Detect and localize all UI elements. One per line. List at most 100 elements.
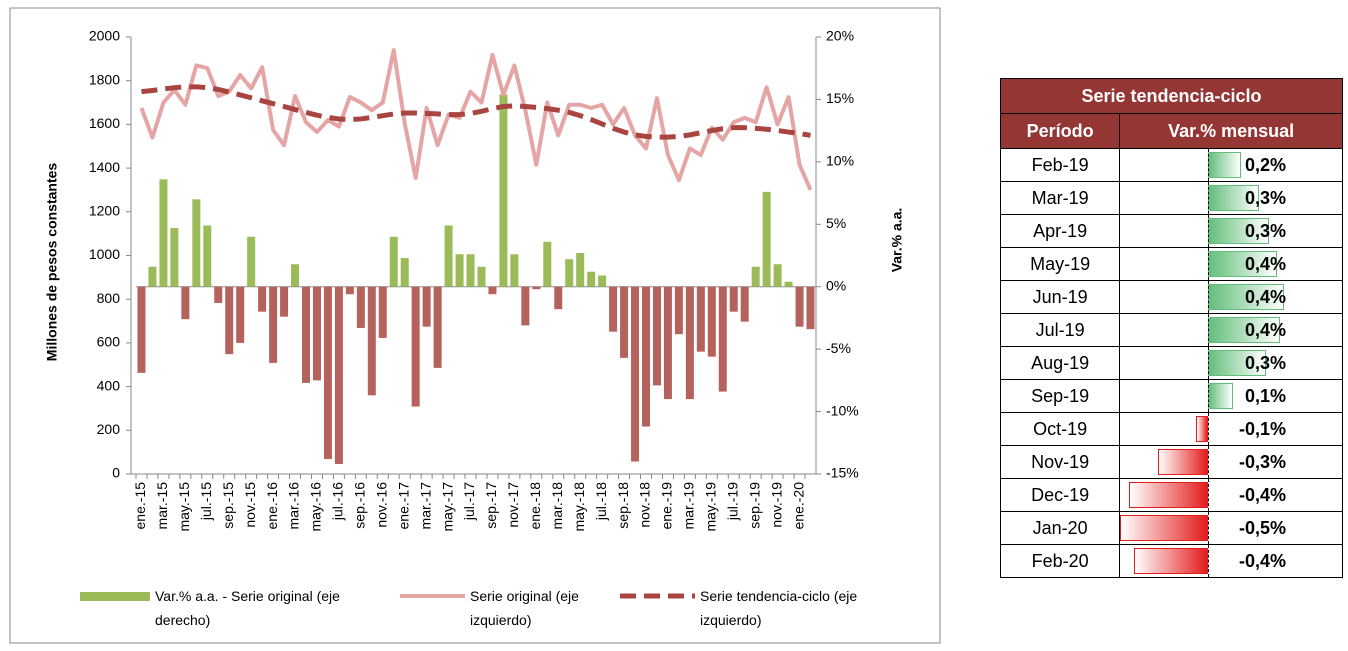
zero-axis <box>1208 281 1210 313</box>
bar <box>598 275 607 287</box>
bar <box>422 286 431 327</box>
bar <box>455 254 464 287</box>
bar <box>367 286 376 396</box>
value-label: 0,2% <box>1244 154 1286 175</box>
x-tick-label: may.-17 <box>439 482 455 532</box>
zero-axis <box>1208 413 1210 445</box>
y2-tick-label: 10% <box>826 153 854 169</box>
value-label: -0,1% <box>1238 418 1286 439</box>
bar <box>652 286 661 386</box>
data-bar <box>1129 482 1209 508</box>
bar <box>510 254 519 287</box>
x-tick-label: ene.-20 <box>790 482 806 530</box>
bar <box>565 259 574 287</box>
bar <box>685 286 694 400</box>
y-tick-label: 800 <box>97 290 121 306</box>
value-cell: 0,3% <box>1119 214 1343 248</box>
zero-axis <box>1208 149 1210 181</box>
chart-frame <box>9 7 941 644</box>
period: Jul-19 <box>999 313 1121 347</box>
bar <box>170 228 179 287</box>
value-label: -0,5% <box>1238 517 1286 538</box>
table-row: Jan-20 -0,5% <box>999 511 1343 545</box>
bar <box>291 264 300 287</box>
x-tick-label: nov.-15 <box>242 482 258 528</box>
value-cell: 0,3% <box>1119 346 1343 380</box>
bar <box>444 225 453 287</box>
y2-tick-label: 0% <box>826 277 846 293</box>
x-tick-label: jul.-15 <box>198 482 214 521</box>
bar <box>225 286 234 355</box>
value-cell: 0,4% <box>1119 313 1343 347</box>
bar <box>258 286 267 312</box>
value-cell: 0,4% <box>1119 280 1343 314</box>
y-tick-label: 600 <box>97 334 121 350</box>
period: Sep-19 <box>999 379 1121 413</box>
value-label: 0,4% <box>1244 286 1286 307</box>
table-row: May-19 0,4% <box>999 247 1343 281</box>
value-cell: 0,1% <box>1119 379 1343 413</box>
bar <box>642 286 650 427</box>
table-row: Feb-19 0,2% <box>999 148 1343 182</box>
trend-table: Serie tendencia-ciclo Período Var.% mensu… <box>999 78 1343 578</box>
value-cell: 0,2% <box>1119 148 1343 182</box>
value-label: 0,3% <box>1244 352 1286 373</box>
data-bar <box>1208 251 1277 277</box>
table-row: Dec-19 -0,4% <box>999 478 1343 512</box>
x-tick-label: ene.-18 <box>527 482 543 530</box>
legend-label: Var.% a.a. - Serie original (eje derecho… <box>155 588 340 628</box>
y-tick-label: 400 <box>97 377 121 393</box>
y-tick-label: 1600 <box>89 115 120 131</box>
period: Apr-19 <box>999 214 1121 248</box>
data-bar <box>1134 548 1209 574</box>
table-title: Serie tendencia-ciclo <box>1000 78 1343 114</box>
data-bar <box>1208 383 1234 409</box>
x-tick-label: mar.-16 <box>286 482 302 530</box>
data-bar <box>1157 449 1209 475</box>
x-tick-label: may.-15 <box>176 482 192 532</box>
bar <box>477 266 486 287</box>
bar <box>236 286 245 343</box>
bar <box>773 264 782 287</box>
x-tick-label: jul.-17 <box>461 482 477 521</box>
x-tick-label: jul.-19 <box>724 482 740 521</box>
value-cell: -0,3% <box>1119 445 1343 479</box>
table-row: Nov-19 -0,3% <box>999 445 1343 479</box>
x-tick-label: may.-16 <box>308 482 324 532</box>
y-tick-label: 2000 <box>89 28 120 44</box>
table-row: Apr-19 0,3% <box>999 214 1343 248</box>
x-tick-label: sep.-16 <box>352 482 368 529</box>
bar <box>740 286 749 322</box>
value-label: -0,4% <box>1238 550 1286 571</box>
period: Feb-20 <box>999 544 1121 578</box>
bar <box>247 236 256 287</box>
bar <box>587 271 596 287</box>
x-tick-label: ene.-16 <box>264 482 280 530</box>
zero-axis <box>1208 512 1210 544</box>
value-cell: -0,4% <box>1119 544 1343 578</box>
zero-axis <box>1208 479 1210 511</box>
value-label: -0,4% <box>1238 484 1286 505</box>
value-label: 0,4% <box>1244 253 1286 274</box>
bar <box>521 286 530 326</box>
bar <box>795 286 804 327</box>
value-label: -0,3% <box>1238 451 1286 472</box>
bar <box>631 286 640 462</box>
bar <box>762 191 771 287</box>
y-tick-label: 1000 <box>89 246 120 262</box>
bar <box>499 94 508 287</box>
x-tick-label: sep.-17 <box>483 482 499 529</box>
y-axis-title: Millones de pesos constantes <box>44 163 60 362</box>
bar <box>707 286 716 357</box>
table-row: Jun-19 0,4% <box>999 280 1343 314</box>
y2-tick-label: 5% <box>826 215 846 231</box>
x-tick-label: ene.-17 <box>395 482 411 530</box>
table-row: Oct-19 -0,1% <box>999 412 1343 446</box>
bar <box>806 286 815 330</box>
bar <box>488 286 497 295</box>
table-row: Jul-19 0,4% <box>999 313 1343 347</box>
period: Dec-19 <box>999 478 1121 512</box>
value-cell: 0,3% <box>1119 181 1343 215</box>
y-tick-label: 1400 <box>89 159 120 175</box>
